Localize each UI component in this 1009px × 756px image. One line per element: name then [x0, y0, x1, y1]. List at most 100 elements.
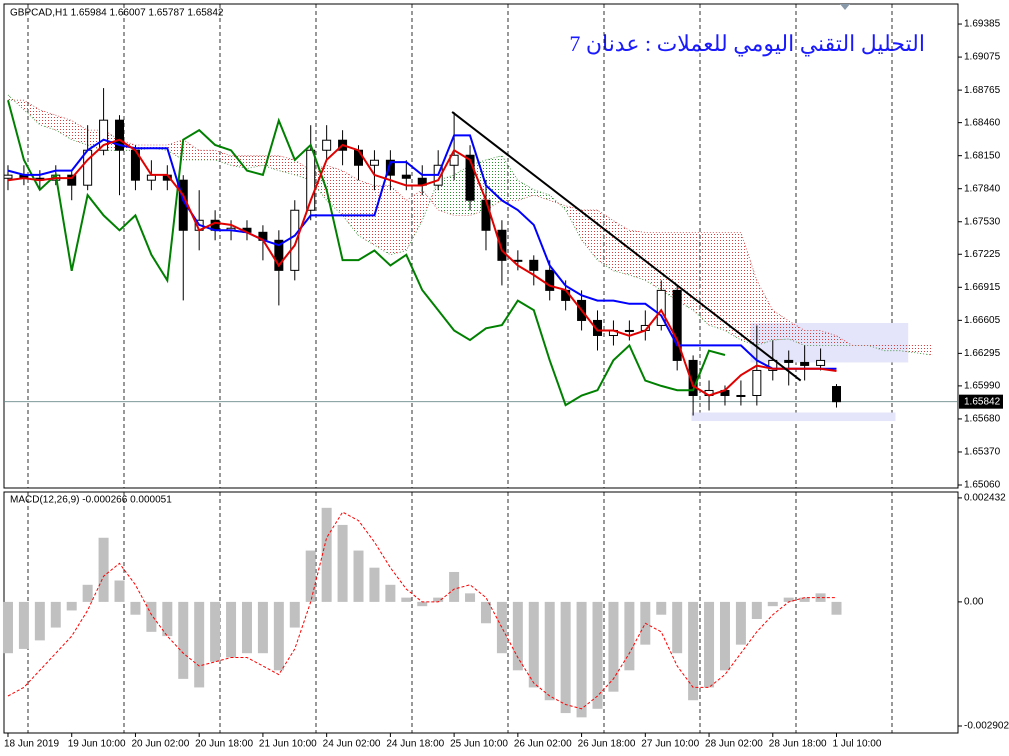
y-tick-label: 1.65990	[964, 381, 1001, 392]
y-tick-label: 1.66295	[964, 348, 1001, 359]
cloud	[342, 170, 359, 236]
x-tick-label: 27 Jun 10:00	[641, 739, 699, 750]
macd-bar	[592, 601, 603, 709]
candle-body	[115, 119, 125, 151]
x-tick-label: 19 Jun 10:00	[68, 739, 126, 750]
cloud	[533, 189, 550, 201]
x-tick-label: 28 Jun 02:00	[705, 739, 763, 750]
cloud	[39, 109, 56, 131]
cloud	[406, 189, 423, 251]
macd-bar	[544, 601, 555, 701]
y-tick-label: 1.67530	[964, 216, 1001, 227]
candle-body	[385, 159, 395, 176]
tenkan-line	[7, 138, 837, 397]
y-tick-label: 1.69075	[964, 52, 1001, 63]
macd-bar	[433, 597, 444, 602]
macd-bar	[815, 593, 826, 602]
candle-body	[4, 174, 13, 179]
cloud	[597, 210, 614, 271]
macd-bar	[98, 537, 109, 602]
macd-bar	[353, 550, 364, 602]
y-tick-label: 1.67840	[964, 183, 1001, 194]
chart-title: GBPCAD,H1 1.65984 1.66007 1.65787 1.6584…	[10, 8, 224, 19]
cloud	[581, 210, 598, 261]
price-tag	[959, 394, 1003, 409]
cloud	[756, 280, 773, 346]
candle-body	[561, 289, 571, 301]
cloud	[724, 232, 741, 341]
macd-bar	[321, 507, 332, 602]
macd-bar	[114, 580, 125, 602]
cloud	[900, 345, 917, 353]
main-frame	[3, 3, 959, 489]
macd-bar	[528, 601, 539, 688]
y-tick-label: 1.68765	[964, 85, 1001, 96]
candle-body	[624, 329, 634, 332]
senkou-a	[7, 94, 933, 356]
macd-bar	[767, 601, 778, 607]
candle-body	[784, 359, 794, 363]
cloud	[709, 232, 725, 331]
y-tick-label: 1.69385	[964, 19, 1001, 30]
cloud	[55, 115, 72, 140]
annotation: التحليل التقني اليومي للعملات : عدنان 7	[569, 31, 925, 57]
candle-body	[832, 386, 842, 403]
candle-body	[354, 149, 364, 166]
macd-bar	[34, 601, 45, 641]
price-tag-label: 1.65842	[964, 396, 1001, 407]
x-tick-label: 20 Jun 02:00	[131, 739, 189, 750]
y-tick-label: 1.65680	[964, 414, 1001, 425]
macd-bar	[241, 601, 252, 654]
macd-bar	[337, 524, 348, 602]
macd-bar	[289, 601, 300, 628]
candle-body	[481, 199, 491, 231]
macd-bar	[50, 601, 61, 628]
macd-bar	[273, 601, 284, 671]
shift-marker	[840, 4, 850, 10]
macd-bar	[672, 601, 683, 654]
cloud	[215, 150, 232, 166]
cloud	[693, 232, 710, 326]
cloud	[358, 180, 375, 246]
macd-bar	[417, 601, 428, 607]
trendline	[451, 111, 802, 382]
macd-bar	[751, 601, 762, 619]
cloud	[804, 330, 821, 346]
x-tick-label: 24 Jun 18:00	[386, 739, 444, 750]
cloud	[183, 139, 200, 160]
macd-bar	[257, 601, 268, 654]
y-tick-label: 0.00	[964, 597, 984, 608]
candle-body	[449, 154, 459, 166]
macd-bar	[512, 601, 523, 671]
cloud	[167, 139, 184, 160]
cloud	[199, 150, 216, 160]
macd-bar	[608, 601, 619, 692]
cloud	[645, 232, 662, 290]
cloud	[884, 345, 901, 351]
chikou-line	[7, 99, 726, 407]
macd-title: MACD(12,26,9) -0.000266 0.000051	[10, 495, 172, 506]
y-tick-label: 1.65370	[964, 447, 1001, 458]
candle-body	[545, 269, 555, 291]
candle-body	[401, 174, 411, 179]
cloud	[916, 345, 933, 355]
candle-body	[99, 119, 109, 151]
cloud	[788, 320, 805, 346]
zone	[691, 412, 896, 422]
macd-bar	[799, 597, 810, 602]
macd-bar	[162, 601, 173, 637]
macd-bar	[624, 601, 635, 671]
cloud	[517, 180, 534, 201]
cloud	[565, 205, 582, 240]
x-tick-label: 26 Jun 02:00	[514, 739, 572, 750]
cloud	[23, 100, 40, 125]
candle-body	[67, 174, 77, 186]
y-tick-label: 1.66915	[964, 282, 1001, 293]
macd-bar	[385, 584, 396, 602]
macd-bar	[178, 601, 189, 679]
macd-bar	[576, 601, 587, 718]
candle-body	[672, 289, 682, 361]
y-tick-label: 1.65060	[964, 480, 1001, 491]
